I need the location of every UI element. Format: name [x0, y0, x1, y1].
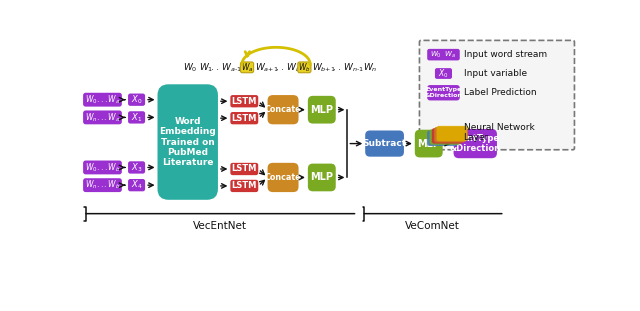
Text: Word
Embedding
Trained on
PubMed
Literature: Word Embedding Trained on PubMed Literat…: [159, 117, 216, 167]
FancyBboxPatch shape: [83, 110, 122, 124]
FancyBboxPatch shape: [128, 179, 145, 191]
FancyBboxPatch shape: [298, 62, 311, 73]
FancyBboxPatch shape: [436, 126, 467, 141]
FancyBboxPatch shape: [432, 128, 463, 144]
Text: EventType
&Direction: EventType &Direction: [424, 87, 463, 98]
Text: $W_0...W_b$: $W_0...W_b$: [84, 161, 120, 174]
FancyBboxPatch shape: [428, 131, 458, 146]
FancyBboxPatch shape: [157, 84, 218, 200]
Text: VecEntNet: VecEntNet: [193, 221, 247, 231]
Text: LSTM: LSTM: [232, 114, 257, 123]
Text: $W_a$: $W_a$: [241, 61, 253, 74]
FancyBboxPatch shape: [365, 131, 404, 157]
Text: $W_0\ \ W_a$: $W_0\ \ W_a$: [430, 49, 457, 60]
FancyBboxPatch shape: [230, 180, 259, 192]
Text: $W_{a\text{+}1}\!..\,W_{b\text{-}1}$: $W_{a\text{+}1}\!..\,W_{b\text{-}1}$: [255, 61, 307, 74]
FancyBboxPatch shape: [230, 112, 259, 124]
Text: Neural Network
Layer: Neural Network Layer: [463, 123, 534, 142]
FancyBboxPatch shape: [419, 40, 575, 150]
Text: Subtract: Subtract: [362, 139, 406, 148]
FancyBboxPatch shape: [128, 94, 145, 106]
Text: $X_3$: $X_3$: [131, 161, 142, 174]
FancyBboxPatch shape: [308, 164, 336, 191]
Text: MLP: MLP: [310, 173, 333, 183]
Text: $W_n...W_a$: $W_n...W_a$: [84, 111, 120, 124]
FancyBboxPatch shape: [308, 96, 336, 123]
FancyBboxPatch shape: [83, 178, 122, 192]
Text: Concate: Concate: [265, 173, 301, 182]
FancyBboxPatch shape: [434, 127, 465, 142]
Text: Concate: Concate: [265, 105, 301, 114]
Text: $W_{b\text{+}1}\!..\,W_{n\text{-}1}W_n$: $W_{b\text{+}1}\!..\,W_{n\text{-}1}W_n$: [312, 61, 378, 74]
FancyBboxPatch shape: [415, 130, 443, 157]
Text: Label Prediction: Label Prediction: [463, 88, 536, 97]
Text: MLP: MLP: [310, 105, 333, 115]
FancyBboxPatch shape: [435, 68, 452, 79]
Text: $X_0$: $X_0$: [131, 93, 142, 106]
Text: $X_0$: $X_0$: [438, 67, 449, 80]
Text: $X_1$: $X_1$: [131, 111, 142, 124]
Text: EventType
&Direction: EventType &Direction: [450, 134, 501, 153]
FancyBboxPatch shape: [230, 163, 259, 175]
FancyBboxPatch shape: [230, 95, 259, 107]
Text: $W_b$: $W_b$: [298, 61, 310, 74]
Text: LSTM: LSTM: [232, 181, 257, 190]
FancyBboxPatch shape: [454, 129, 497, 158]
FancyBboxPatch shape: [83, 160, 122, 174]
FancyBboxPatch shape: [128, 111, 145, 123]
Text: VeComNet: VeComNet: [405, 221, 460, 231]
Text: Input variable: Input variable: [463, 69, 527, 78]
FancyBboxPatch shape: [268, 163, 298, 192]
Text: $W_0\ W_1\!..\,W_{a\text{-}1}$: $W_0\ W_1\!..\,W_{a\text{-}1}$: [183, 61, 242, 74]
Text: MLP: MLP: [417, 139, 440, 149]
Text: Input word stream: Input word stream: [463, 50, 547, 59]
Text: $W_0...W_a$: $W_0...W_a$: [84, 93, 120, 106]
Text: LSTM: LSTM: [232, 165, 257, 174]
Text: $W_n...W_b$: $W_n...W_b$: [84, 179, 120, 191]
FancyBboxPatch shape: [241, 62, 253, 73]
FancyBboxPatch shape: [268, 95, 298, 124]
Text: $X_4$: $X_4$: [131, 179, 142, 191]
FancyBboxPatch shape: [428, 49, 460, 60]
FancyBboxPatch shape: [428, 85, 460, 100]
FancyBboxPatch shape: [429, 129, 461, 145]
Text: LSTM: LSTM: [232, 97, 257, 106]
FancyBboxPatch shape: [83, 93, 122, 107]
FancyBboxPatch shape: [128, 161, 145, 174]
